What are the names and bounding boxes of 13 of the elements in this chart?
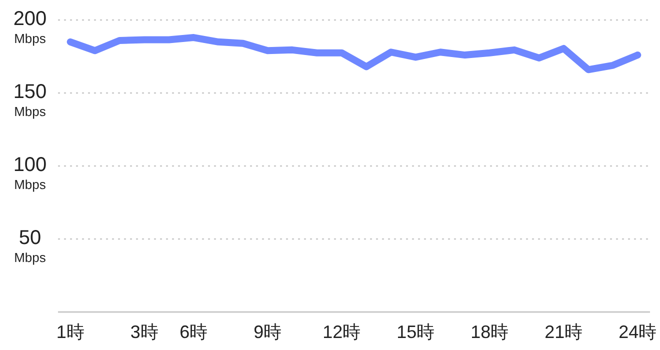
x-tick-label: 18時 bbox=[470, 322, 509, 342]
y-tick-label: 50 Mbps bbox=[14, 227, 46, 265]
y-tick-label: 200 Mbps bbox=[13, 8, 47, 46]
x-tick-label: 21時 bbox=[544, 322, 583, 342]
x-tick-label: 15時 bbox=[396, 322, 435, 342]
x-tick-label: 1時 bbox=[56, 322, 84, 342]
x-tick-label: 12時 bbox=[322, 322, 361, 342]
x-tick-label: 3時 bbox=[130, 322, 158, 342]
x-tick-label: 24時 bbox=[618, 322, 657, 342]
x-tick-label: 9時 bbox=[254, 322, 282, 342]
y-tick-label: 100 Mbps bbox=[13, 154, 47, 192]
x-tick-label: 6時 bbox=[180, 322, 208, 342]
y-tick-label: 150 Mbps bbox=[13, 81, 47, 119]
